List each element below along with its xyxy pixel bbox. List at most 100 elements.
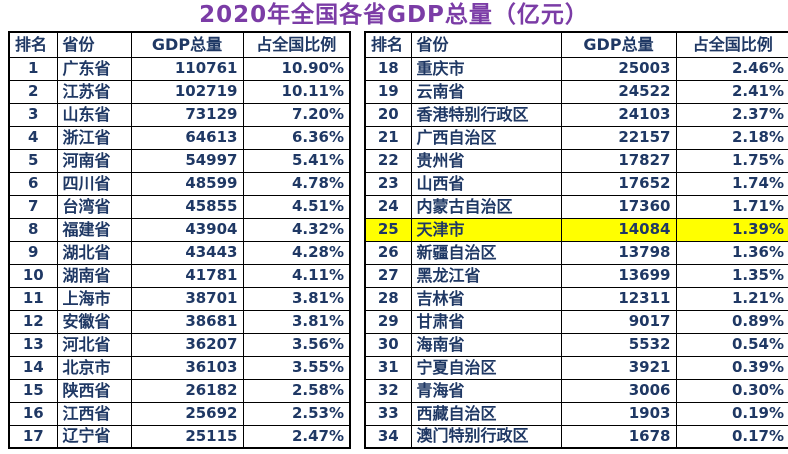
cell-share: 2.47% (242, 424, 351, 449)
table-row: 6 四川省 48599 4.78% (8, 171, 351, 196)
cell-province: 山东省 (56, 102, 132, 127)
cell-gdp: 36103 (130, 355, 244, 380)
cell-province: 黑龙江省 (410, 263, 562, 288)
cell-province: 云南省 (410, 79, 562, 104)
table-row: 25 天津市 14084 1.39% (364, 217, 788, 242)
cell-share: 2.37% (675, 102, 788, 127)
column-header: 省份 (56, 31, 132, 58)
cell-province: 广西自治区 (410, 125, 562, 150)
cell-rank: 21 (364, 125, 412, 150)
cell-gdp: 110761 (130, 56, 244, 81)
table-row: 2 江苏省 102719 10.11% (8, 79, 351, 104)
table-row: 28 吉林省 12311 1.21% (364, 286, 788, 311)
cell-rank: 7 (8, 194, 58, 219)
cell-gdp: 13699 (560, 263, 677, 288)
cell-share: 1.75% (675, 148, 788, 173)
cell-rank: 18 (364, 56, 412, 81)
cell-share: 2.58% (242, 378, 351, 403)
table-row: 32 青海省 3006 0.30% (364, 378, 788, 403)
cell-share: 4.51% (242, 194, 351, 219)
cell-share: 2.18% (675, 125, 788, 150)
cell-rank: 15 (8, 378, 58, 403)
cell-province: 吉林省 (410, 286, 562, 311)
cell-rank: 2 (8, 79, 58, 104)
cell-gdp: 14084 (560, 217, 677, 242)
cell-gdp: 1678 (560, 424, 677, 449)
table-row: 29 甘肃省 9017 0.89% (364, 309, 788, 334)
cell-gdp: 12311 (560, 286, 677, 311)
cell-province: 甘肃省 (410, 309, 562, 334)
cell-gdp: 25003 (560, 56, 677, 81)
table-row: 27 黑龙江省 13699 1.35% (364, 263, 788, 288)
table-row: 14 北京市 36103 3.55% (8, 355, 351, 380)
cell-province: 河北省 (56, 332, 132, 357)
cell-province: 陕西省 (56, 378, 132, 403)
table-row: 18 重庆市 25003 2.46% (364, 56, 788, 81)
cell-gdp: 24522 (560, 79, 677, 104)
cell-share: 2.53% (242, 401, 351, 426)
cell-share: 0.19% (675, 401, 788, 426)
cell-gdp: 43904 (130, 217, 244, 242)
cell-share: 1.39% (675, 217, 788, 242)
cell-gdp: 22157 (560, 125, 677, 150)
cell-share: 2.46% (675, 56, 788, 81)
cell-gdp: 26182 (130, 378, 244, 403)
cell-gdp: 17360 (560, 194, 677, 219)
table-row: 11 上海市 38701 3.81% (8, 286, 351, 311)
header-row: 排名 省份 GDP总量 占全国比例 (364, 31, 788, 58)
cell-rank: 14 (8, 355, 58, 380)
cell-rank: 9 (8, 240, 58, 265)
cell-share: 5.41% (242, 148, 351, 173)
table-row: 8 福建省 43904 4.32% (8, 217, 351, 242)
cell-rank: 3 (8, 102, 58, 127)
cell-province: 福建省 (56, 217, 132, 242)
cell-rank: 28 (364, 286, 412, 311)
table-row: 20 香港特别行政区 24103 2.37% (364, 102, 788, 127)
cell-share: 0.89% (675, 309, 788, 334)
cell-province: 浙江省 (56, 125, 132, 150)
cell-rank: 17 (8, 424, 58, 449)
cell-province: 青海省 (410, 378, 562, 403)
cell-province: 江西省 (56, 401, 132, 426)
cell-province: 香港特别行政区 (410, 102, 562, 127)
table-row: 34 澳门特别行政区 1678 0.17% (364, 424, 788, 449)
cell-rank: 4 (8, 125, 58, 150)
cell-share: 3.81% (242, 286, 351, 311)
cell-gdp: 24103 (560, 102, 677, 127)
page-title: 2020年全国各省GDP总量（亿元） (199, 2, 589, 28)
cell-gdp: 64613 (130, 125, 244, 150)
cell-share: 1.35% (675, 263, 788, 288)
cell-rank: 1 (8, 56, 58, 81)
cell-share: 2.41% (675, 79, 788, 104)
cell-rank: 30 (364, 332, 412, 357)
cell-gdp: 25115 (130, 424, 244, 449)
table-row: 30 海南省 5532 0.54% (364, 332, 788, 357)
table-row: 23 山西省 17652 1.74% (364, 171, 788, 196)
cell-rank: 13 (8, 332, 58, 357)
cell-share: 6.36% (242, 125, 351, 150)
cell-province: 上海市 (56, 286, 132, 311)
cell-rank: 31 (364, 355, 412, 380)
table-row: 24 内蒙古自治区 17360 1.71% (364, 194, 788, 219)
cell-gdp: 45855 (130, 194, 244, 219)
cell-gdp: 43443 (130, 240, 244, 265)
column-header: GDP总量 (560, 31, 677, 58)
table-row: 15 陕西省 26182 2.58% (8, 378, 351, 403)
cell-province: 湖北省 (56, 240, 132, 265)
cell-province: 辽宁省 (56, 424, 132, 449)
cell-province: 内蒙古自治区 (410, 194, 562, 219)
cell-rank: 11 (8, 286, 58, 311)
cell-province: 西藏自治区 (410, 401, 562, 426)
cell-province: 贵州省 (410, 148, 562, 173)
cell-rank: 27 (364, 263, 412, 288)
cell-gdp: 36207 (130, 332, 244, 357)
cell-share: 1.74% (675, 171, 788, 196)
gdp-table-ranks-1-17: 排名 省份 GDP总量 占全国比例 1 广东省 110761 10.90% 2 江苏省 10271… (8, 31, 351, 449)
cell-gdp: 3921 (560, 355, 677, 380)
table-row: 1 广东省 110761 10.90% (8, 56, 351, 81)
cell-province: 海南省 (410, 332, 562, 357)
cell-rank: 8 (8, 217, 58, 242)
cell-gdp: 73129 (130, 102, 244, 127)
cell-province: 安徽省 (56, 309, 132, 334)
table-row: 22 贵州省 17827 1.75% (364, 148, 788, 173)
